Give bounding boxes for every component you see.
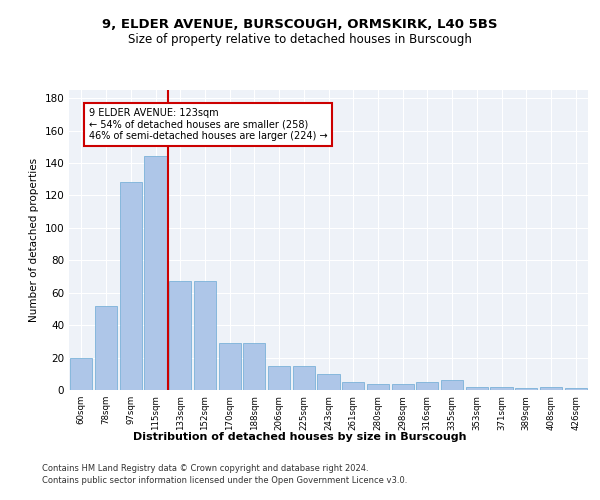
Bar bbox=[317, 374, 340, 390]
Bar bbox=[218, 343, 241, 390]
Bar bbox=[169, 282, 191, 390]
Bar bbox=[416, 382, 439, 390]
Bar bbox=[342, 382, 364, 390]
Text: 9 ELDER AVENUE: 123sqm
← 54% of detached houses are smaller (258)
46% of semi-de: 9 ELDER AVENUE: 123sqm ← 54% of detached… bbox=[89, 108, 328, 141]
Bar bbox=[95, 306, 117, 390]
Bar bbox=[367, 384, 389, 390]
Text: Distribution of detached houses by size in Burscough: Distribution of detached houses by size … bbox=[133, 432, 467, 442]
Bar bbox=[515, 388, 538, 390]
Text: Size of property relative to detached houses in Burscough: Size of property relative to detached ho… bbox=[128, 32, 472, 46]
Y-axis label: Number of detached properties: Number of detached properties bbox=[29, 158, 39, 322]
Bar bbox=[268, 366, 290, 390]
Bar bbox=[466, 387, 488, 390]
Bar bbox=[145, 156, 167, 390]
Bar bbox=[70, 358, 92, 390]
Bar bbox=[565, 388, 587, 390]
Bar bbox=[243, 343, 265, 390]
Text: Contains public sector information licensed under the Open Government Licence v3: Contains public sector information licen… bbox=[42, 476, 407, 485]
Bar bbox=[392, 384, 414, 390]
Text: 9, ELDER AVENUE, BURSCOUGH, ORMSKIRK, L40 5BS: 9, ELDER AVENUE, BURSCOUGH, ORMSKIRK, L4… bbox=[102, 18, 498, 30]
Bar bbox=[119, 182, 142, 390]
Text: Contains HM Land Registry data © Crown copyright and database right 2024.: Contains HM Land Registry data © Crown c… bbox=[42, 464, 368, 473]
Bar bbox=[490, 387, 512, 390]
Bar bbox=[194, 282, 216, 390]
Bar bbox=[441, 380, 463, 390]
Bar bbox=[540, 387, 562, 390]
Bar bbox=[293, 366, 315, 390]
